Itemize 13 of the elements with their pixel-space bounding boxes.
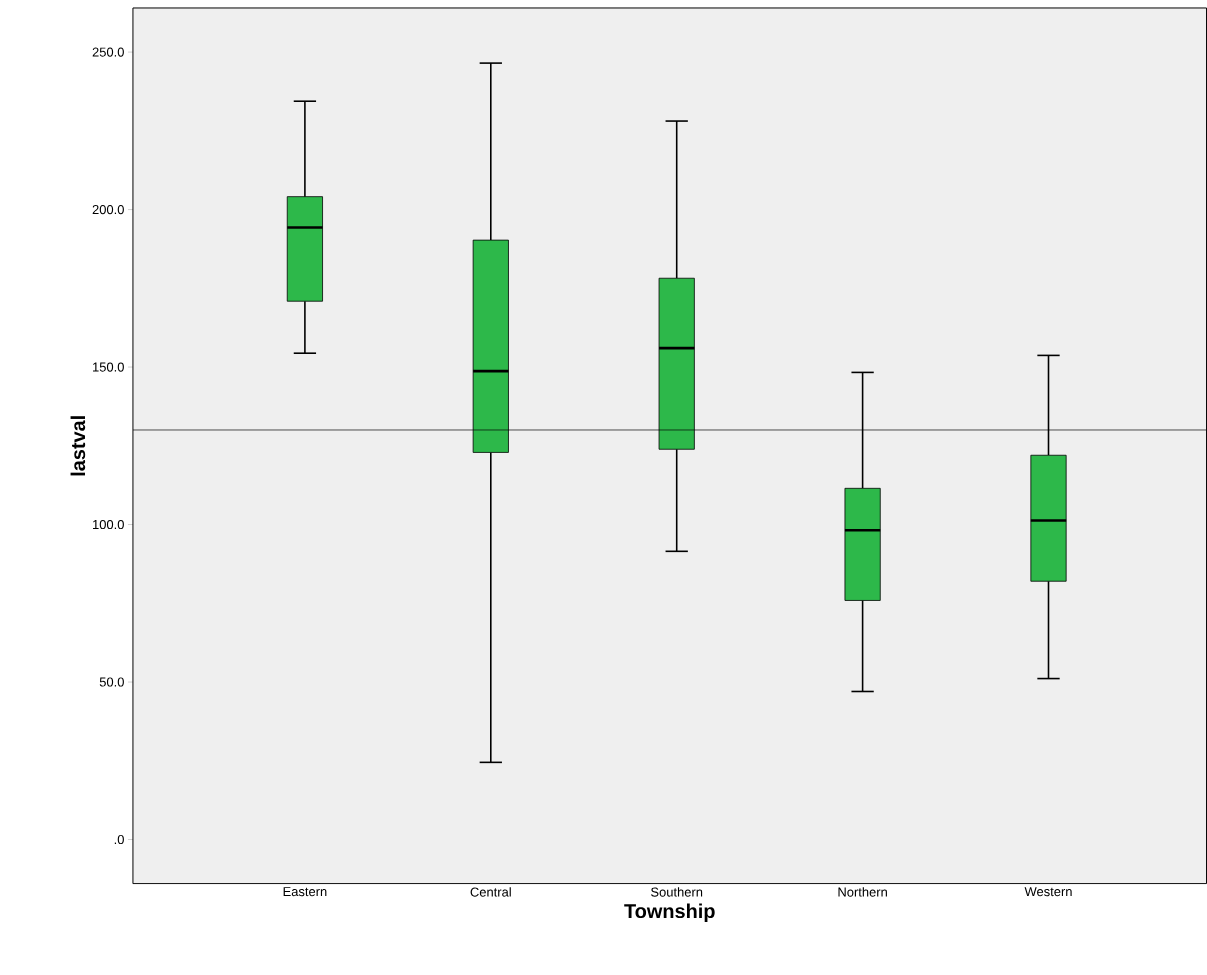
x-tick-label: Northern [838,887,887,897]
x-tick-label: Western [1024,887,1072,897]
x-axis-title: Township [624,903,715,923]
x-tick-label: Central [470,887,511,897]
y-tick-label: 50.0 [99,677,124,687]
y-tick-label: 250.0 [92,47,124,57]
y-tick-label: .0 [114,835,124,845]
y-tick-label: 150.0 [93,362,124,372]
y-tick-label: 100.0 [93,520,124,530]
y-axis-title: lastval [70,416,86,476]
x-tick-label: Southern [651,887,703,897]
x-tick-label: Eastern [283,887,327,897]
y-tick-label: 200.0 [92,205,124,215]
